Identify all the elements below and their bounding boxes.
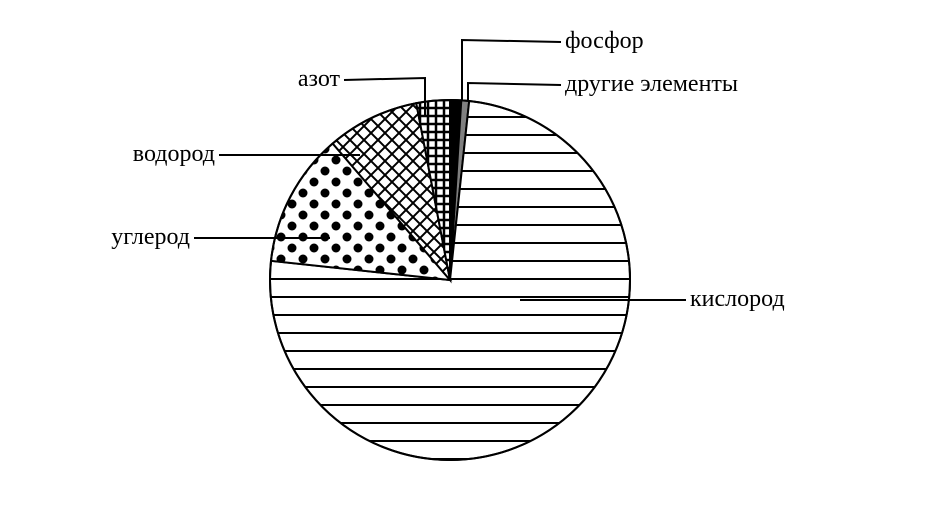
label-carbon: углерод <box>111 224 190 251</box>
label-phosphorus: фосфор <box>565 28 644 55</box>
leader-phosphorus <box>462 40 561 101</box>
label-nitrogen: азот <box>298 66 340 93</box>
label-oxygen: кислород <box>690 286 785 313</box>
leader-other <box>468 83 561 101</box>
label-hydrogen: водород <box>133 141 215 168</box>
label-other: другие элементы <box>565 71 738 98</box>
pie-chart <box>0 0 925 510</box>
